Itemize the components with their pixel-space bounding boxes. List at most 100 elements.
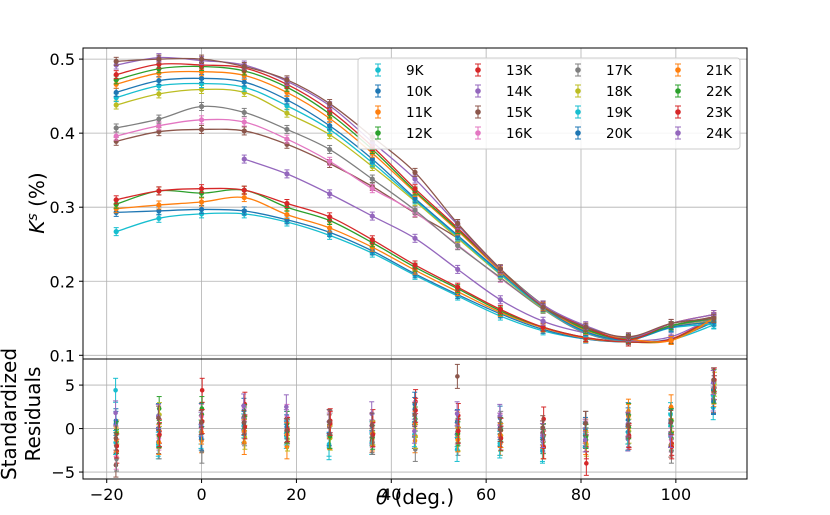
x-axis-ticks: −20 0 20 40 60 80 100 — [90, 479, 691, 504]
residual-point-24K — [284, 404, 289, 410]
residual-point-23K — [584, 461, 589, 466]
data-point-16K — [327, 158, 333, 164]
residual-point-25K — [156, 415, 161, 421]
data-point-24K — [412, 176, 418, 182]
legend-label: 16K — [506, 126, 533, 142]
data-point-13K — [113, 197, 119, 203]
residual-point-24K — [454, 411, 460, 417]
residual-point-25K — [497, 427, 503, 432]
residual-point-25K — [412, 412, 418, 417]
data-point-16K — [369, 186, 375, 192]
x-tick-label: 100 — [661, 485, 692, 504]
data-point-25K — [156, 56, 162, 62]
data-point-13K — [497, 306, 503, 312]
legend-label: 13K — [506, 63, 533, 79]
legend-marker — [375, 130, 381, 136]
y-tick-label-main: 0.2 — [50, 272, 75, 291]
data-point-14K — [455, 266, 461, 273]
data-point-25K — [668, 320, 674, 327]
data-point-25K — [497, 266, 503, 272]
y-tick-label-main: 0.3 — [50, 198, 75, 217]
y-tick-label-main: 0.5 — [50, 50, 75, 69]
x-tick-label: 0 — [196, 485, 206, 504]
residual-point-23K — [413, 408, 418, 413]
data-point-23K — [113, 72, 119, 78]
fit-curve-16K — [116, 118, 714, 340]
data-point-14K — [241, 156, 247, 162]
legend-item-11K: 11K — [375, 105, 433, 121]
y-tick-label-residuals: 5 — [65, 376, 75, 395]
residual-point-24K — [412, 428, 417, 434]
y-axis-ticks-residuals: −5 0 5 — [51, 376, 83, 482]
residual-point-13K — [199, 388, 205, 393]
data-point-14K — [540, 318, 546, 324]
residual-point-25K — [369, 422, 375, 428]
legend-marker — [675, 67, 681, 73]
residual-point-25K — [113, 435, 119, 441]
legend-marker — [375, 67, 381, 73]
data-point-14K — [284, 171, 290, 177]
legend-label: 11K — [406, 105, 433, 121]
data-point-11K — [241, 194, 247, 201]
data-point-13K — [241, 187, 247, 193]
data-point-11K — [327, 225, 333, 231]
data-point-25K — [327, 100, 333, 107]
data-point-21K — [668, 337, 674, 344]
legend-label: 12K — [406, 126, 433, 142]
data-point-17K — [455, 243, 461, 249]
legend-label: 21K — [706, 63, 733, 79]
legend-box — [357, 57, 741, 150]
data-point-10K — [198, 206, 205, 213]
data-point-10K — [241, 208, 247, 214]
legend: 9K 10K 11K 12K 13K 14K 15K 16K 17K 18K 19K 20K 21K 22… — [357, 57, 741, 150]
legend-marker — [575, 109, 581, 115]
residual-point-25K — [327, 419, 332, 424]
data-point-18K — [198, 86, 205, 93]
legend-item-15K: 15K — [475, 105, 533, 121]
data-point-13K — [455, 284, 461, 290]
x-tick-label: 40 — [381, 485, 401, 504]
data-point-13K — [412, 262, 418, 268]
residual-point-23K — [498, 435, 504, 441]
legend-item-13K: 13K — [475, 63, 533, 79]
legend-item-20K: 20K — [575, 126, 633, 142]
legend-label: 20K — [606, 126, 633, 142]
y-tick-label-residuals: 0 — [65, 420, 75, 439]
data-point-13K — [540, 324, 546, 330]
residual-point-25K — [284, 428, 289, 433]
data-point-20K — [284, 97, 290, 103]
data-point-17K — [284, 126, 290, 133]
legend-item-22K: 22K — [675, 84, 733, 100]
residual-point-24K — [241, 403, 246, 409]
legend-label: 10K — [406, 84, 433, 100]
legend-marker — [675, 88, 681, 94]
legend-marker — [475, 88, 481, 94]
data-point-16K — [113, 133, 119, 139]
legend-label: 14K — [506, 84, 533, 100]
data-point-25K — [455, 220, 461, 227]
residual-point-25K — [625, 422, 631, 428]
legend-marker — [475, 67, 481, 73]
y-tick-label-residuals: −5 — [51, 463, 75, 482]
data-point-17K — [241, 109, 247, 116]
legend-marker — [575, 130, 581, 136]
legend-item-16K: 16K — [475, 126, 533, 142]
residual-point-25K — [583, 421, 588, 426]
data-point-9K — [113, 229, 119, 235]
data-point-17K — [412, 207, 418, 213]
legend-item-9K: 9K — [375, 63, 425, 79]
residuals-plot-frame — [82, 358, 748, 480]
data-point-13K — [369, 237, 375, 243]
legend-label: 9K — [406, 63, 425, 79]
legend-label: 22K — [706, 84, 733, 100]
residual-point-17K — [199, 448, 205, 454]
data-point-10K — [156, 208, 162, 214]
legend-item-21K: 21K — [675, 63, 733, 79]
data-point-20K — [412, 195, 418, 201]
y-tick-label-main: 0.4 — [50, 124, 75, 143]
data-point-25K — [241, 63, 247, 70]
legend-item-24K: 24K — [675, 126, 733, 142]
data-point-25K — [198, 56, 205, 62]
data-point-13K — [327, 214, 333, 220]
data-point-18K — [113, 102, 119, 108]
